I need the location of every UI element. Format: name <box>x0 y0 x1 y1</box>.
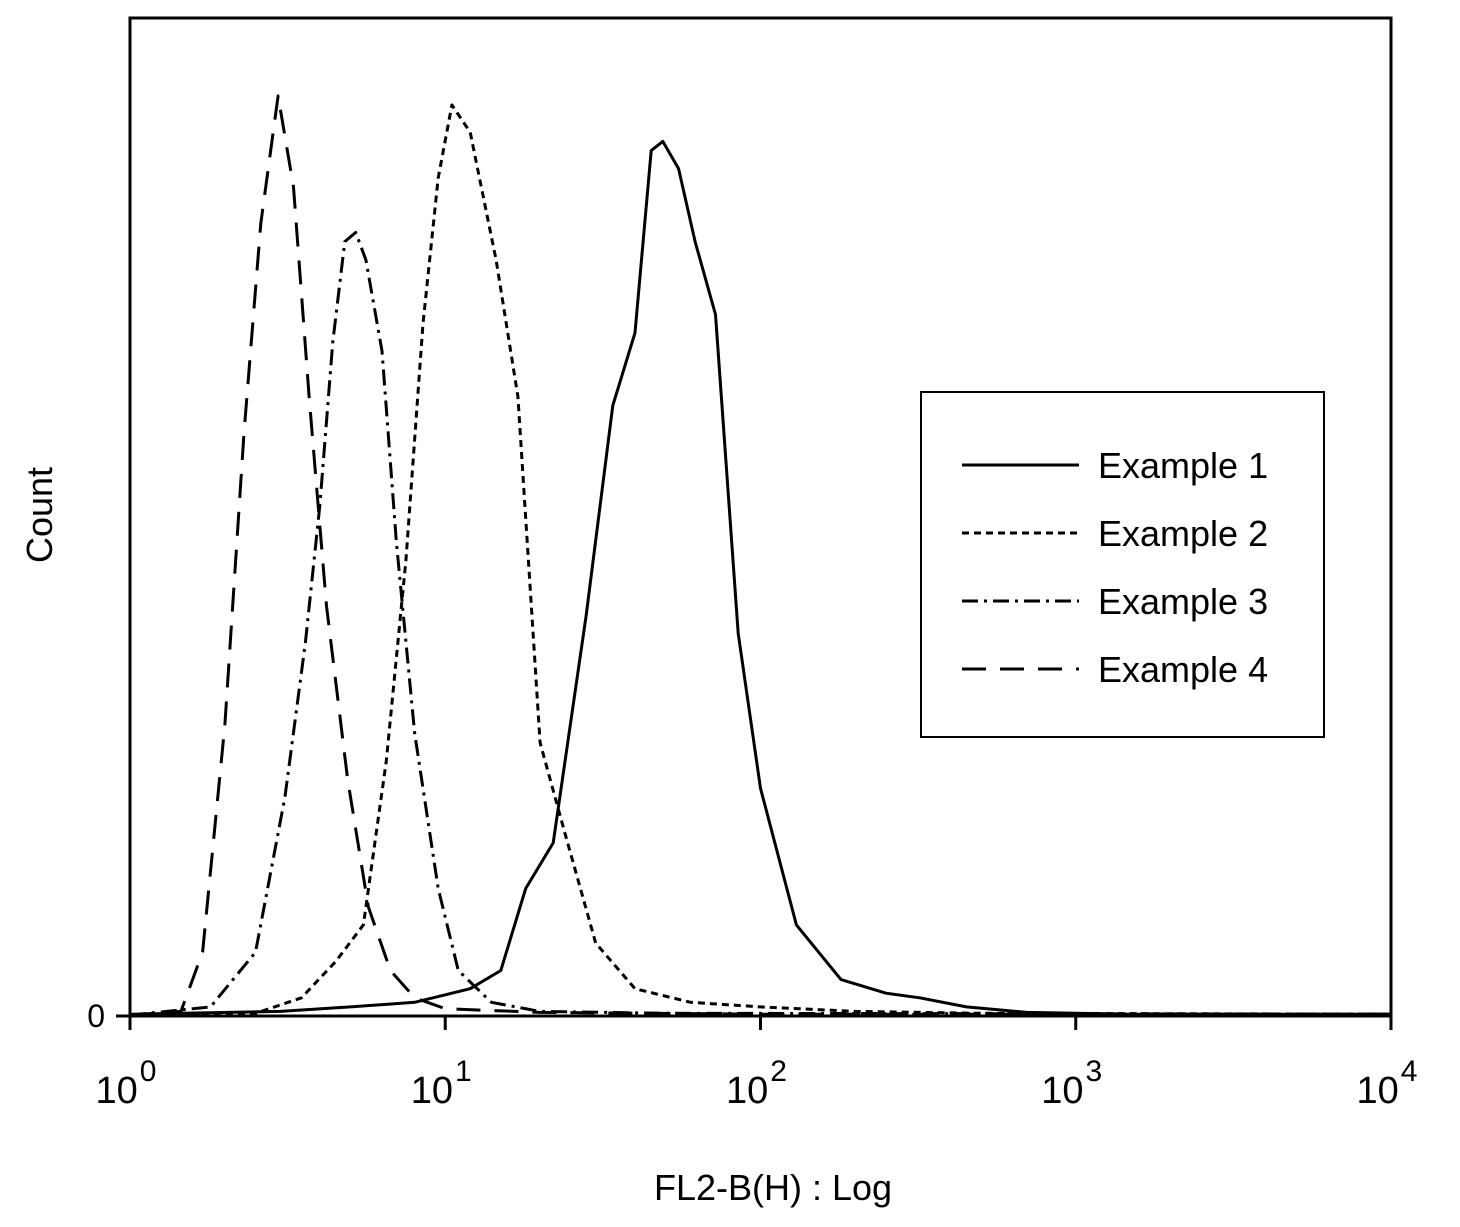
series-line-3 <box>129 231 1392 1017</box>
x-tick-label: 104 <box>1357 1055 1418 1112</box>
x-tick-label: 103 <box>1041 1055 1102 1112</box>
legend-box <box>920 391 1325 738</box>
legend-label-1: Example 1 <box>1098 445 1268 486</box>
legend-label-4: Example 4 <box>1098 649 1268 690</box>
y-tick-label: 0 <box>87 998 105 1034</box>
y-axis-ticks: 0 <box>87 998 130 1034</box>
x-tick-label: 101 <box>411 1055 472 1112</box>
x-tick-label: 102 <box>726 1055 787 1112</box>
y-axis-label: Count <box>19 467 60 563</box>
series-line-2 <box>129 103 1392 1017</box>
legend-label-3: Example 3 <box>1098 581 1268 622</box>
x-tick-label: 100 <box>96 1055 157 1112</box>
series-lines <box>129 94 1392 1017</box>
legend: Example 1 Example 2 Example 3 Example 4 <box>920 391 1325 738</box>
legend-label-2: Example 2 <box>1098 513 1268 554</box>
x-axis-ticks: 100 101 102 103 104 <box>96 1016 1418 1112</box>
x-axis-label: FL2-B(H) : Log <box>654 1167 892 1208</box>
series-line-4 <box>129 94 1391 1017</box>
